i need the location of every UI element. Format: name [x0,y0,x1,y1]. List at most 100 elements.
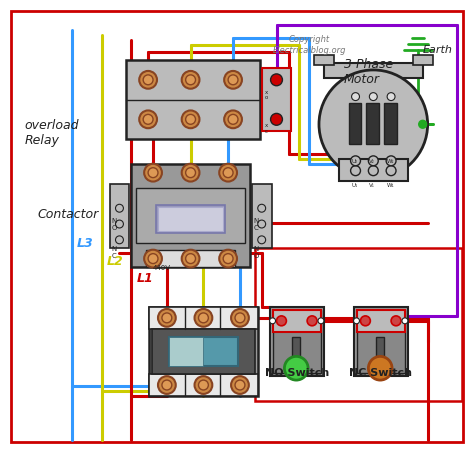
Text: W₁: W₁ [387,183,395,188]
Bar [356,310,405,332]
Text: N
C: N C [111,246,117,259]
Circle shape [235,380,245,390]
Bar [131,164,250,267]
Circle shape [352,93,359,101]
Bar [292,337,300,366]
Circle shape [284,357,308,380]
Bar [127,60,260,139]
Circle shape [148,254,158,264]
Text: L2: L2 [107,255,123,268]
Circle shape [351,156,360,166]
Bar [273,310,321,373]
Text: N
O: N O [111,218,117,231]
Circle shape [116,236,123,244]
Text: N
C: N C [254,218,259,231]
Bar [156,205,225,233]
Circle shape [351,166,360,176]
Text: NO Switch: NO Switch [264,368,329,378]
Circle shape [162,313,172,323]
Circle shape [360,316,370,326]
Bar [149,307,258,396]
Bar [376,337,384,366]
Circle shape [182,111,200,128]
Circle shape [143,115,153,124]
Bar [136,188,245,243]
Text: U₂: U₂ [352,159,358,164]
Text: V₁: V₁ [369,183,375,188]
Circle shape [231,376,249,394]
Circle shape [223,168,233,178]
Bar [314,55,334,65]
Circle shape [258,236,265,244]
Bar [169,337,203,366]
Text: NC Switch: NC Switch [348,368,411,378]
Circle shape [354,318,359,324]
Bar [366,102,379,144]
Circle shape [271,113,283,125]
Circle shape [148,168,158,178]
Text: 3 Phase
Motor: 3 Phase Motor [344,58,393,86]
Circle shape [144,250,162,267]
Bar [348,102,362,144]
Bar [354,307,408,376]
Circle shape [391,316,401,326]
Circle shape [182,71,200,89]
Circle shape [258,204,265,212]
Circle shape [194,376,212,394]
Circle shape [369,93,377,101]
Circle shape [386,166,396,176]
Bar [356,310,405,373]
Bar [109,183,129,248]
Bar [158,207,223,231]
Bar [152,329,255,374]
Circle shape [368,166,378,176]
Bar [273,310,321,332]
Circle shape [224,111,242,128]
Text: Contactor: Contactor [37,208,99,221]
Circle shape [368,357,392,380]
Bar [339,159,408,181]
Circle shape [228,75,238,85]
Circle shape [368,156,378,166]
Circle shape [307,316,317,326]
Circle shape [387,93,395,101]
Bar [252,183,272,248]
Circle shape [144,164,162,182]
Text: U₁: U₁ [352,183,358,188]
Circle shape [186,168,195,178]
Bar [149,307,258,329]
Bar [413,55,433,65]
Circle shape [143,75,153,85]
Circle shape [276,316,286,326]
Circle shape [224,71,242,89]
Circle shape [162,380,172,390]
Circle shape [199,313,209,323]
Bar [270,307,324,376]
Circle shape [271,74,283,86]
Circle shape [182,164,200,182]
Bar [255,248,462,401]
Text: N
O: N O [254,246,259,259]
Circle shape [139,111,157,128]
Circle shape [158,309,176,327]
Circle shape [223,254,233,264]
Circle shape [219,164,237,182]
Text: L3: L3 [77,237,94,250]
Circle shape [228,115,238,124]
Circle shape [386,156,396,166]
Circle shape [182,250,200,267]
Circle shape [231,309,249,327]
Text: overload
Relay: overload Relay [25,119,79,147]
Text: L1: L1 [136,272,153,285]
Text: Earth: Earth [423,45,453,55]
Bar [262,68,292,131]
Circle shape [186,75,195,85]
Circle shape [116,220,123,228]
Circle shape [194,309,212,327]
Circle shape [235,313,245,323]
Circle shape [116,204,123,212]
Text: x
c: x c [264,123,268,134]
Circle shape [158,376,176,394]
Bar [384,102,397,144]
Circle shape [139,71,157,89]
